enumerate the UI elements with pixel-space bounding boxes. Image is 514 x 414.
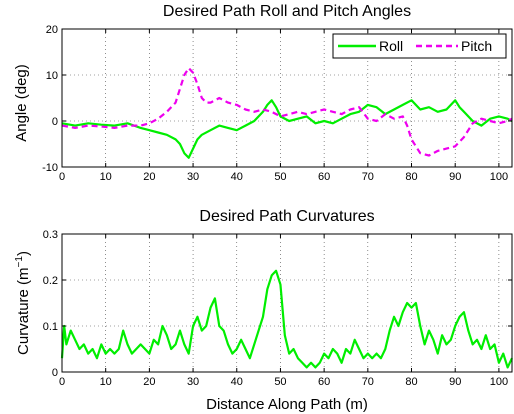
x-tick-label: 0 — [59, 171, 65, 183]
x-tick-label: 90 — [449, 171, 461, 183]
x-tick-label: 50 — [274, 171, 286, 183]
y-tick-label: 20 — [46, 24, 58, 36]
grid — [61, 233, 512, 373]
x-tick-label: 50 — [274, 376, 286, 388]
x-tick-label: 10 — [100, 171, 112, 183]
x-tick-label: 100 — [490, 376, 508, 388]
y-tick-label: 0 — [52, 367, 58, 379]
legend-label-roll: Roll — [379, 38, 403, 54]
series-line-pitch — [61, 66, 513, 157]
x-tick-label: 80 — [405, 376, 417, 388]
x-tick-label: 100 — [490, 171, 508, 183]
y-tick-label: 0.2 — [43, 275, 58, 287]
curvature-chart: Desired Path Curvatures Curvature (m−1) … — [14, 208, 513, 413]
y-tick-label: -10 — [42, 162, 58, 174]
legend: Roll Pitch — [332, 33, 507, 59]
y-axis-label-main: Curvature (m — [15, 267, 32, 355]
x-tick-label: 90 — [449, 376, 461, 388]
y-tick-label: 0 — [52, 116, 58, 128]
y-axis-label: Angle (deg) — [13, 64, 30, 142]
x-tick-label: 20 — [143, 171, 155, 183]
series-line-curvature — [60, 269, 513, 369]
ticks: 0 10 20 30 40 50 60 70 80 90 100 0 0.1 0.2 0.3 — [43, 229, 512, 388]
chart-title: Desired Path Roll and Pitch Angles — [163, 3, 411, 20]
x-tick-label: 60 — [318, 171, 330, 183]
y-tick-label: 0.3 — [43, 229, 58, 241]
y-tick-label: 0.1 — [43, 321, 58, 333]
plot-frame — [61, 28, 513, 168]
x-tick-label: 30 — [187, 171, 199, 183]
y-tick-label: 10 — [46, 70, 58, 82]
chart-title: Desired Path Curvatures — [199, 208, 374, 225]
x-tick-label: 70 — [362, 376, 374, 388]
series-line-roll — [61, 99, 513, 159]
legend-label-pitch: Pitch — [461, 38, 492, 54]
x-tick-label: 40 — [231, 171, 243, 183]
x-tick-label: 80 — [405, 171, 417, 183]
series-group — [61, 66, 513, 159]
x-tick-label: 60 — [318, 376, 330, 388]
x-tick-label: 40 — [231, 376, 243, 388]
x-tick-label: 20 — [143, 376, 155, 388]
plot-frame — [61, 233, 513, 373]
series-group — [60, 269, 513, 369]
roll-pitch-chart: Desired Path Roll and Pitch Angles Angle… — [13, 3, 513, 183]
y-axis-label: Curvature (m−1) — [14, 251, 32, 355]
x-tick-label: 10 — [100, 376, 112, 388]
x-tick-label: 70 — [362, 171, 374, 183]
x-tick-label: 30 — [187, 376, 199, 388]
x-axis-label: Distance Along Path (m) — [206, 396, 368, 413]
y-axis-label-end: ) — [15, 251, 32, 256]
y-axis-label-sup: −1 — [14, 256, 25, 268]
x-tick-label: 0 — [59, 376, 65, 388]
